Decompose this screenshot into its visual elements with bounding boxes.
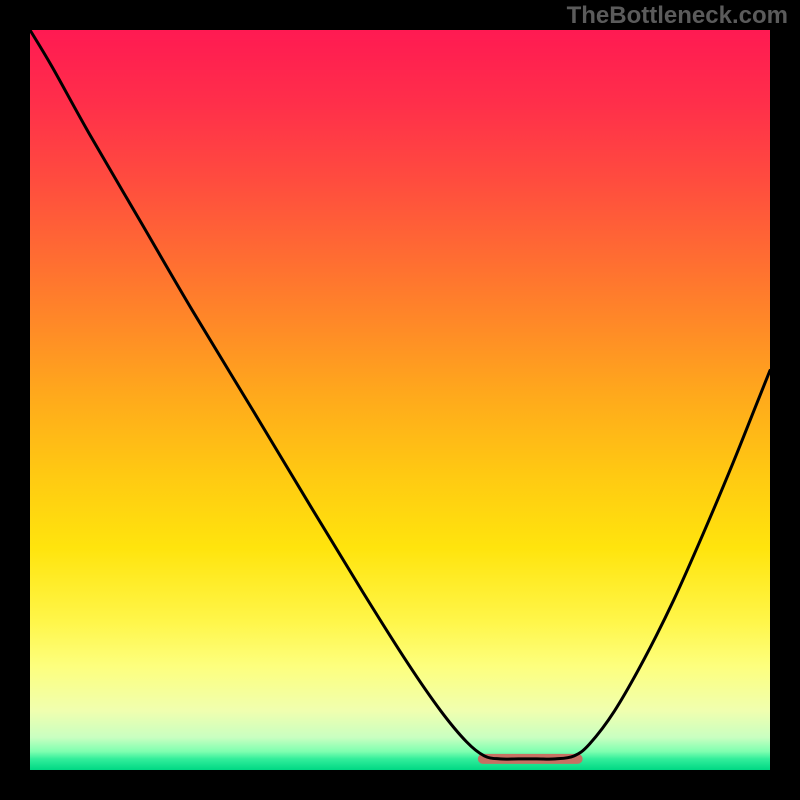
watermark-label: TheBottleneck.com [567, 2, 788, 30]
gradient-plot-area [30, 30, 770, 770]
chart-svg [0, 0, 800, 800]
chart-canvas: TheBottleneck.com [0, 0, 800, 800]
